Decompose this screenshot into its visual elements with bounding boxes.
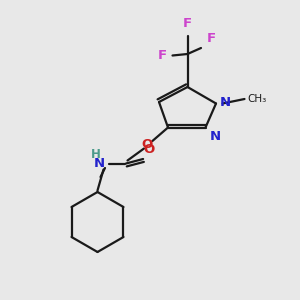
- Text: F: F: [207, 32, 216, 45]
- Text: F: F: [158, 49, 166, 62]
- Text: F: F: [183, 17, 192, 30]
- Text: N: N: [220, 95, 231, 109]
- Text: H: H: [91, 148, 100, 161]
- Text: N: N: [209, 130, 220, 143]
- Text: CH₃: CH₃: [247, 94, 266, 104]
- Text: O: O: [141, 137, 153, 151]
- Text: N: N: [94, 157, 105, 170]
- Text: O: O: [143, 143, 154, 156]
